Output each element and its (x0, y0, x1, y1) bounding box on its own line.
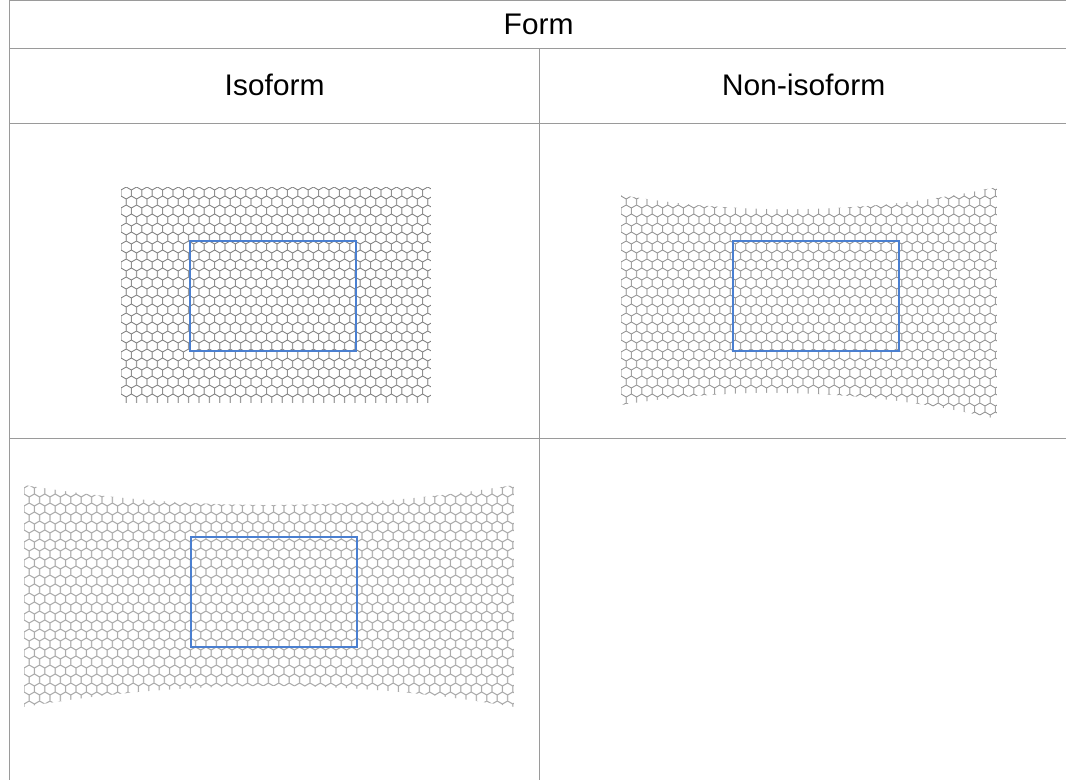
table-rule (10, 123, 1066, 124)
highlight-box (189, 240, 357, 352)
honeycomb-lattice-image (121, 187, 431, 403)
column-header-isoform: Isoform (224, 69, 325, 102)
honeycomb-lattice-pinched-image (621, 187, 997, 419)
strained-lattice-figure (24, 485, 514, 711)
column-header-non-isoform: Non-isoform (721, 69, 886, 102)
table-rule (10, 438, 1066, 439)
form-table: Form Isoform Non-isoform (9, 0, 1066, 780)
isoform-lattice-figure (121, 187, 431, 403)
table-rule (10, 48, 1066, 49)
honeycomb-lattice-pinched-dense-image (24, 485, 514, 707)
table-rule (539, 48, 540, 780)
highlight-box (732, 240, 900, 352)
highlight-box (190, 536, 358, 648)
non-isoform-lattice-figure (621, 187, 997, 419)
table-header-form: Form (503, 8, 574, 41)
